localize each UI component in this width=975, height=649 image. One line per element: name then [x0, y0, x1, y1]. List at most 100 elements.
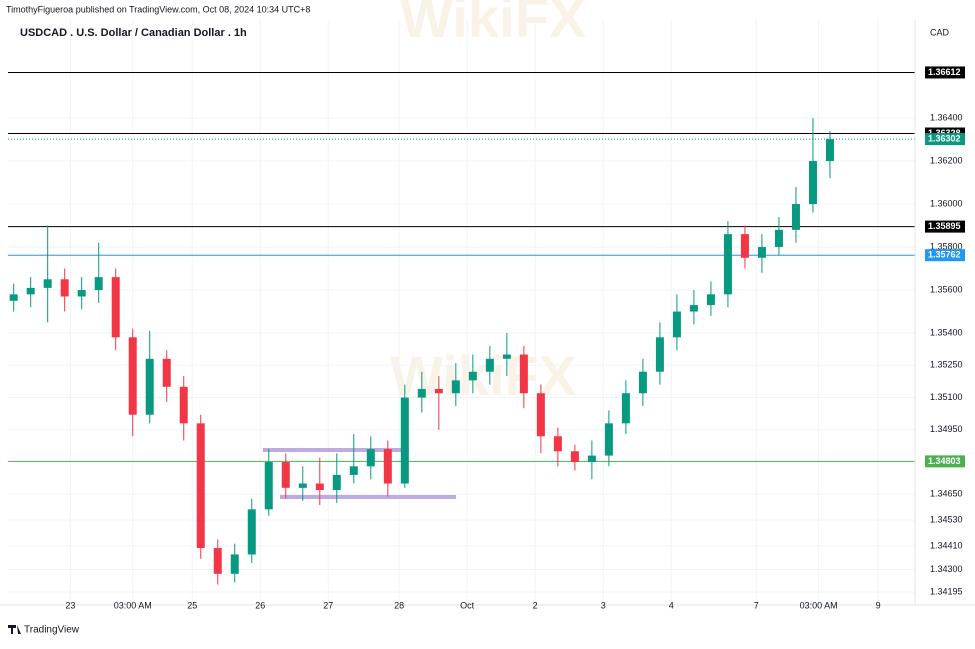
chart-title: USDCAD . U.S. Dollar / Canadian Dollar .… [20, 27, 247, 39]
candle-body [434, 388, 443, 394]
candle-body [706, 294, 715, 306]
candle-body [60, 279, 69, 297]
x-tick-label: 03:00 AM [800, 600, 838, 610]
candle-body [332, 474, 341, 490]
y-tick-label: 1.34950 [930, 424, 963, 434]
y-tick-label: 1.34300 [930, 564, 963, 574]
candle-body [672, 311, 681, 338]
x-tick-label: 9 [876, 600, 881, 610]
y-tick-label: 1.34650 [930, 489, 963, 499]
y-tick-label: 1.35250 [930, 360, 963, 370]
price-label: 1.36302 [928, 133, 961, 143]
candle-body [264, 462, 273, 510]
candle-body [400, 397, 409, 484]
candle-body [26, 287, 35, 295]
x-tick-label: 03:00 AM [114, 600, 152, 610]
candle-body [604, 423, 613, 456]
candle-body [162, 358, 171, 387]
x-tick-label: 3 [601, 600, 606, 610]
price-label-box [925, 220, 965, 233]
candle-body [468, 371, 477, 381]
candle-body [536, 393, 545, 437]
price-label-box [925, 249, 965, 262]
price-label: 1.36328 [928, 128, 961, 138]
y-tick-label: 1.35600 [930, 284, 963, 294]
candle-body [553, 436, 562, 452]
x-tick-label: 23 [65, 600, 75, 610]
range-box [280, 495, 456, 499]
header: TimothyFigueroa published on TradingView… [6, 4, 310, 14]
x-tick-label: 28 [394, 600, 404, 610]
candle-body [723, 234, 732, 295]
candle-body [349, 466, 358, 475]
price-label-box [925, 66, 965, 79]
y-tick-label: 1.36000 [930, 198, 963, 208]
candle-body [570, 451, 579, 463]
y-tick-label: 1.35800 [930, 241, 963, 251]
price-label: 1.35895 [928, 221, 961, 231]
y-tick-label: 1.36200 [930, 155, 963, 165]
price-label: 1.36612 [928, 67, 961, 77]
candle-body [196, 423, 205, 549]
price-label-box [925, 133, 965, 146]
candle-body [179, 386, 188, 424]
candle-body [281, 462, 290, 488]
candle-body [757, 247, 766, 258]
candle-body [315, 483, 324, 490]
candle-body [485, 358, 494, 372]
candle-body [213, 548, 222, 574]
price-label-box [925, 455, 965, 468]
y-tick-label: 1.34195 [930, 586, 963, 596]
candle-body [77, 290, 86, 297]
x-tick-label: 7 [754, 600, 759, 610]
candle-body [774, 229, 783, 248]
axis-group: 1.36400 1.36200 1.36000 1.35800 1.35600 1.354… [65, 66, 965, 610]
candle-body [111, 277, 120, 338]
candle-body [298, 483, 307, 488]
candle-body [689, 305, 698, 312]
candle-body [230, 554, 239, 574]
candles [9, 118, 834, 585]
candle-body [638, 371, 647, 394]
candle-body [145, 358, 154, 415]
x-tick-label: 2 [533, 600, 538, 610]
y-tick-label: 1.35400 [930, 327, 963, 337]
candle-body [825, 139, 834, 162]
candle-body [791, 204, 800, 230]
y-tick-label: 1.36400 [930, 112, 963, 122]
x-tick-label: 27 [323, 600, 333, 610]
candle-body [43, 279, 52, 288]
watermark: WikiFX [400, 0, 586, 49]
candle-body [740, 234, 749, 258]
footer: TradingView [24, 625, 80, 636]
candle-body [417, 388, 426, 398]
candle-body [128, 337, 137, 415]
logo [8, 625, 21, 634]
candle-body [94, 277, 103, 291]
x-tick-label: 4 [669, 600, 674, 610]
candle-body [655, 337, 664, 372]
y-tick-label: 1.34410 [930, 540, 963, 550]
grid-group [8, 20, 915, 605]
candle-body [502, 354, 511, 359]
y-tick-label: 1.34530 [930, 514, 963, 524]
candle-body [247, 509, 256, 555]
price-label: 1.34803 [928, 456, 961, 466]
x-tick-label: 26 [255, 600, 265, 610]
price-label: 1.35762 [928, 250, 961, 260]
y-tick-label: 1.35100 [930, 392, 963, 402]
x-tick-label: Oct [460, 600, 475, 610]
range-box [263, 448, 409, 452]
x-tick-label: 25 [187, 600, 197, 610]
currency: CAD [930, 27, 950, 37]
candle-body [9, 294, 18, 301]
candle-body [621, 393, 630, 424]
candle-body [587, 455, 596, 463]
candle-body [808, 161, 817, 205]
candle-body [383, 449, 392, 484]
candle-body [451, 380, 460, 394]
candle-body [519, 354, 528, 394]
candle-body [366, 449, 375, 467]
